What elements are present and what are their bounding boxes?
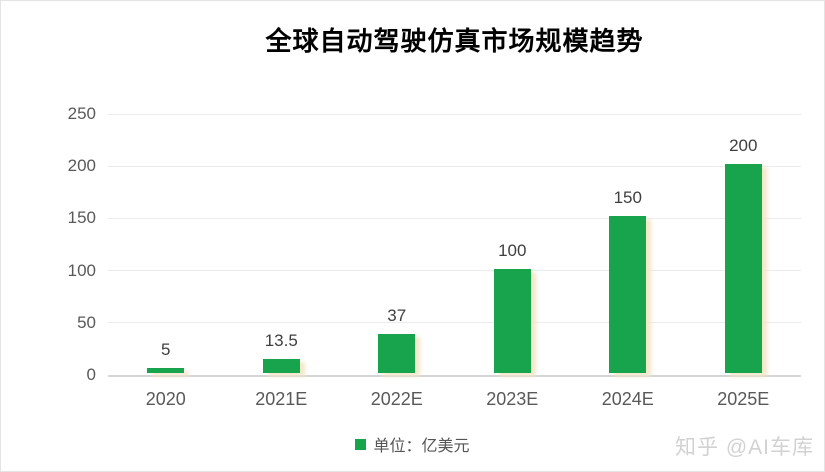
plot-area: 250 200 150 100 50 0 5 2020 13.5 2021E 37 2022E 100 2… xyxy=(68,104,801,409)
gridline xyxy=(108,165,801,167)
legend: 单位：亿美元 xyxy=(1,432,824,456)
gridline xyxy=(108,217,801,219)
y-tick-label: 200 xyxy=(67,156,96,176)
bar-2020 xyxy=(147,367,185,373)
x-tick-label-2020: 2020 xyxy=(145,389,186,409)
data-label-2021E: 13.5 xyxy=(264,330,298,350)
y-tick-label: 100 xyxy=(67,260,96,280)
legend-swatch xyxy=(355,438,367,450)
gridline xyxy=(108,270,801,272)
x-tick-label-2021E: 2021E xyxy=(255,389,308,409)
y-tick-label: 0 xyxy=(86,365,96,384)
x-tick-label-2023E: 2023E xyxy=(486,389,539,409)
x-tick-label-2024E: 2024E xyxy=(601,389,654,409)
bar-2022E xyxy=(378,334,416,373)
gridline xyxy=(108,322,801,324)
data-label-2023E: 100 xyxy=(498,240,527,260)
chart-title: 全球自动驾驶仿真市场规模趋势 xyxy=(265,26,644,56)
x-axis-line xyxy=(108,375,801,377)
data-label-2024E: 150 xyxy=(613,188,642,208)
data-label-2020: 5 xyxy=(161,339,171,359)
data-label-2025E: 200 xyxy=(729,136,758,156)
x-tick-label-2025E: 2025E xyxy=(717,389,770,409)
bar-2023E xyxy=(493,268,531,373)
y-tick-label: 50 xyxy=(77,312,96,332)
gridline xyxy=(108,113,801,115)
y-tick-label: 250 xyxy=(67,104,96,123)
watermark: 知乎 @AI车库 xyxy=(675,436,814,459)
legend-label: 单位：亿美元 xyxy=(373,438,470,455)
bar-2024E xyxy=(609,216,647,373)
x-tick-label-2022E: 2022E xyxy=(370,389,423,409)
bar-2025E xyxy=(724,164,762,373)
data-label-2022E: 37 xyxy=(387,306,407,326)
bar-2021E xyxy=(262,358,300,373)
y-tick-label: 150 xyxy=(67,208,96,228)
